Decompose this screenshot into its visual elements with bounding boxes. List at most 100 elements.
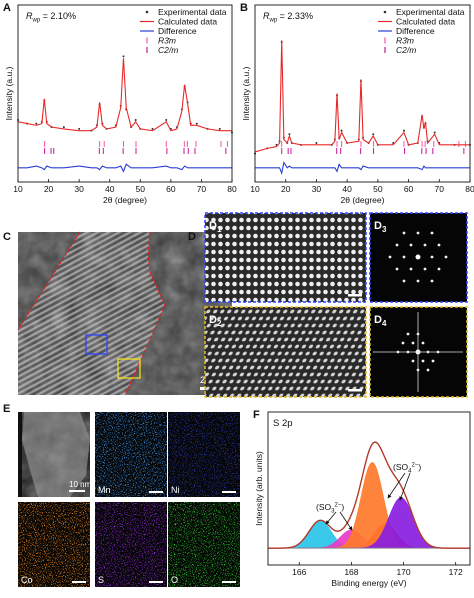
element-label: Mn: [98, 485, 111, 495]
frame: [204, 212, 367, 303]
subpanel-label: D3: [374, 220, 387, 234]
rwp-text: = 2.10%: [40, 11, 76, 21]
data-point: [433, 131, 436, 134]
label-sub: 2: [217, 319, 222, 328]
legend-label: Difference: [396, 26, 435, 36]
data-point: [372, 133, 375, 136]
plot-frame: [267, 411, 471, 566]
rwp-sub: wp: [32, 18, 41, 24]
fft-spot: [401, 341, 405, 345]
x-tick-label: 80: [227, 184, 237, 194]
series-line: [255, 161, 470, 176]
element-label: S: [98, 575, 104, 585]
data-point: [288, 133, 291, 136]
data-point: [35, 122, 38, 125]
subpanel-label: D1: [209, 220, 222, 234]
legend-label: Experimental data: [396, 7, 465, 17]
ann-text: (SO: [393, 462, 409, 472]
peak-annotation: (SO32−): [316, 502, 344, 515]
annotation-arrow: [399, 472, 411, 501]
fft-spot: [437, 243, 441, 247]
y-axis-label: Intensity (a.u.): [241, 66, 251, 120]
scale-label: 10 nm: [69, 480, 92, 489]
ann-sup: 2−: [334, 503, 341, 509]
x-tick-label: 50: [373, 184, 383, 194]
fft-spot: [421, 341, 425, 345]
legend-label: Calculated data: [158, 17, 217, 27]
label-sub: 3: [382, 225, 387, 234]
rwp-sub: wp: [269, 18, 278, 24]
fft-spot: [431, 359, 435, 363]
fft-spot: [421, 359, 425, 363]
ann-sup: 2−: [411, 463, 418, 469]
fft-spot: [388, 255, 392, 259]
series-line: [254, 40, 470, 153]
peak-annotation: (SO42−): [393, 462, 421, 475]
label-sub: 4: [382, 319, 387, 328]
rwp-annotation: Rwp = 2.33%: [263, 11, 313, 24]
data-point: [315, 142, 318, 145]
panel-label: B: [240, 2, 248, 14]
x-tick-label: 172: [449, 567, 463, 577]
fft-spot: [395, 267, 399, 271]
x-tick-label: 80: [465, 184, 474, 194]
particle: [22, 412, 90, 497]
fft-spot: [423, 243, 427, 247]
x-tick-label: 40: [342, 184, 352, 194]
map-signal: [95, 502, 167, 587]
data-point: [402, 129, 405, 132]
legend-label: C2/m: [396, 45, 416, 55]
panel-label: C: [3, 231, 11, 243]
panel-label: A: [3, 2, 11, 14]
label-letter: D: [374, 314, 382, 326]
scale-bar: [222, 581, 236, 583]
element-maps: Mn Ni Co S O: [18, 412, 240, 587]
legend-symbol: [383, 10, 387, 14]
annotation-arrow: [325, 511, 337, 525]
map-signal: [168, 502, 240, 587]
x-axis-label: 2θ (degree): [103, 195, 147, 205]
rwp-annotation: Rwp = 2.10%: [26, 11, 76, 24]
fft-spot: [409, 267, 413, 271]
atom-columns: [205, 213, 366, 302]
frame: [204, 306, 367, 398]
fft-spot: [430, 255, 434, 259]
ann-sub: 3: [331, 509, 335, 515]
fft-spot: [430, 279, 434, 283]
element-label: Co: [21, 575, 33, 585]
scale-bar: [149, 491, 163, 493]
x-tick-label: 40: [105, 184, 115, 194]
plot-frame: [17, 4, 233, 183]
fft-center: [415, 254, 421, 260]
ann-text: (SO: [316, 502, 332, 512]
x-tick-label: 166: [292, 567, 306, 577]
x-tick-label: 60: [404, 184, 414, 194]
data-point: [218, 127, 221, 130]
data-point: [62, 126, 65, 129]
atom-columns: [205, 307, 366, 397]
x-tick-label: 30: [312, 184, 322, 194]
x-axis-label: 2θ (degree): [341, 195, 385, 205]
panel-label: F: [253, 409, 260, 421]
fft-spot: [416, 279, 420, 283]
data-point: [195, 122, 198, 125]
fft-spot: [444, 255, 448, 259]
label-sub: 1: [217, 225, 222, 234]
legend-label: Calculated data: [396, 17, 455, 27]
x-tick-label: 170: [396, 567, 410, 577]
fft-spot: [411, 341, 415, 345]
map-signal: [168, 412, 240, 497]
fft-spot: [402, 279, 406, 283]
label-letter: D: [209, 220, 217, 232]
data-point: [78, 127, 81, 130]
scale-bar: [149, 581, 163, 583]
x-tick-label: 60: [166, 184, 176, 194]
x-tick-label: 20: [44, 184, 54, 194]
x-tick-label: 20: [281, 184, 291, 194]
x-tick-label: 30: [74, 184, 84, 194]
fft-spot: [402, 255, 406, 259]
region-box: [85, 334, 108, 355]
